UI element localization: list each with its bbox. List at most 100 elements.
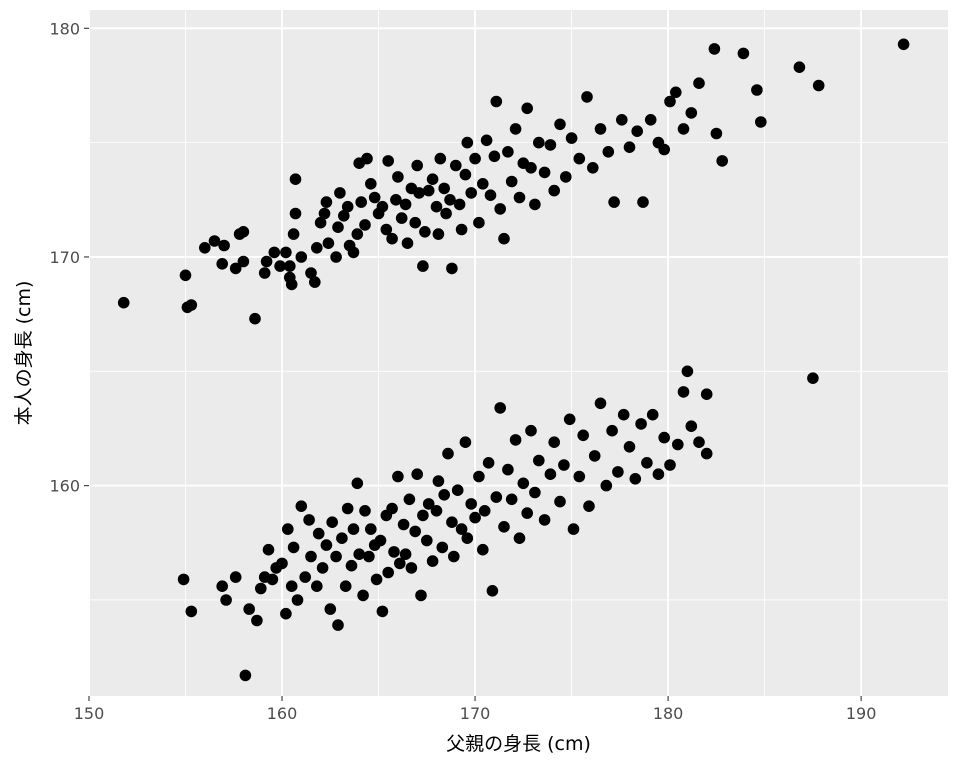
data-point xyxy=(179,269,192,282)
x-tick-label: 160 xyxy=(267,704,298,723)
data-point xyxy=(320,539,333,551)
data-point xyxy=(629,473,642,485)
y-tick-label: 160 xyxy=(49,477,80,496)
data-point xyxy=(685,420,698,433)
data-point xyxy=(411,159,424,172)
data-point xyxy=(693,436,705,449)
y-tick-label: 170 xyxy=(49,248,80,267)
data-point xyxy=(521,102,533,115)
data-point xyxy=(623,441,636,453)
data-point xyxy=(401,237,414,249)
data-point xyxy=(594,397,607,410)
data-point xyxy=(289,173,302,185)
data-point xyxy=(338,210,350,222)
data-point xyxy=(399,198,412,211)
y-tick-label: 180 xyxy=(49,19,80,38)
data-point xyxy=(341,200,354,213)
data-point xyxy=(254,582,267,595)
major-gridlines xyxy=(88,10,948,696)
data-point xyxy=(502,146,514,158)
data-point xyxy=(658,143,670,156)
data-point xyxy=(494,203,507,215)
data-point xyxy=(299,571,312,583)
data-point xyxy=(577,429,589,442)
y-axis: 160 170 180 xyxy=(49,19,89,496)
x-tick-label: 150 xyxy=(74,704,105,723)
data-point xyxy=(455,523,468,535)
data-point xyxy=(243,603,255,615)
data-point xyxy=(700,388,713,401)
data-point xyxy=(370,573,383,586)
data-point xyxy=(685,107,698,119)
data-point xyxy=(285,278,298,291)
data-point xyxy=(291,594,304,606)
data-point xyxy=(287,541,300,554)
data-point xyxy=(469,511,481,524)
data-point xyxy=(529,486,541,499)
data-point xyxy=(430,200,443,213)
data-point xyxy=(280,246,292,259)
data-point xyxy=(446,262,458,275)
data-point xyxy=(751,84,763,96)
data-point xyxy=(426,173,439,185)
data-point xyxy=(635,418,647,430)
data-point xyxy=(469,152,481,165)
data-point xyxy=(268,246,281,259)
data-point xyxy=(374,534,387,547)
data-point xyxy=(538,514,551,526)
data-point xyxy=(498,232,510,245)
data-point xyxy=(480,134,493,147)
data-point xyxy=(295,251,308,263)
data-point xyxy=(465,187,478,199)
data-point xyxy=(450,159,462,172)
data-point xyxy=(563,413,576,426)
data-point xyxy=(490,95,503,108)
data-point xyxy=(388,546,400,558)
data-point xyxy=(436,541,449,554)
data-point xyxy=(637,196,649,208)
data-point xyxy=(249,312,261,325)
data-point xyxy=(700,447,713,460)
data-point xyxy=(305,550,317,563)
data-point xyxy=(544,139,557,151)
data-point xyxy=(473,470,485,483)
data-point xyxy=(461,532,474,544)
data-point xyxy=(478,505,491,517)
data-point xyxy=(533,454,545,467)
data-point xyxy=(237,255,250,268)
data-point xyxy=(345,559,358,572)
data-point xyxy=(446,516,458,528)
data-point xyxy=(442,447,454,460)
data-point xyxy=(558,459,570,471)
data-point xyxy=(266,573,279,586)
data-point xyxy=(498,521,510,533)
data-point xyxy=(285,580,298,592)
data-point xyxy=(486,585,499,597)
data-point xyxy=(276,557,288,570)
data-point xyxy=(509,123,522,135)
data-point xyxy=(316,562,329,574)
data-point xyxy=(386,502,398,515)
data-point xyxy=(587,162,599,174)
x-tick-label: 170 xyxy=(460,704,491,723)
data-point xyxy=(440,207,452,220)
data-point xyxy=(417,260,429,272)
data-point xyxy=(608,196,620,208)
data-point xyxy=(260,255,273,268)
data-point xyxy=(365,523,377,535)
data-point xyxy=(588,450,601,462)
data-point xyxy=(386,232,398,245)
data-point xyxy=(361,152,373,165)
data-point xyxy=(216,258,228,270)
data-point xyxy=(376,200,389,213)
data-point xyxy=(455,223,468,236)
data-point xyxy=(710,127,723,140)
data-point xyxy=(311,580,323,592)
data-point xyxy=(220,594,232,606)
plot-panel xyxy=(89,10,948,696)
data-point xyxy=(677,386,690,398)
data-point xyxy=(670,86,682,99)
data-point xyxy=(305,267,317,279)
data-point xyxy=(320,196,333,208)
data-point xyxy=(330,251,342,263)
